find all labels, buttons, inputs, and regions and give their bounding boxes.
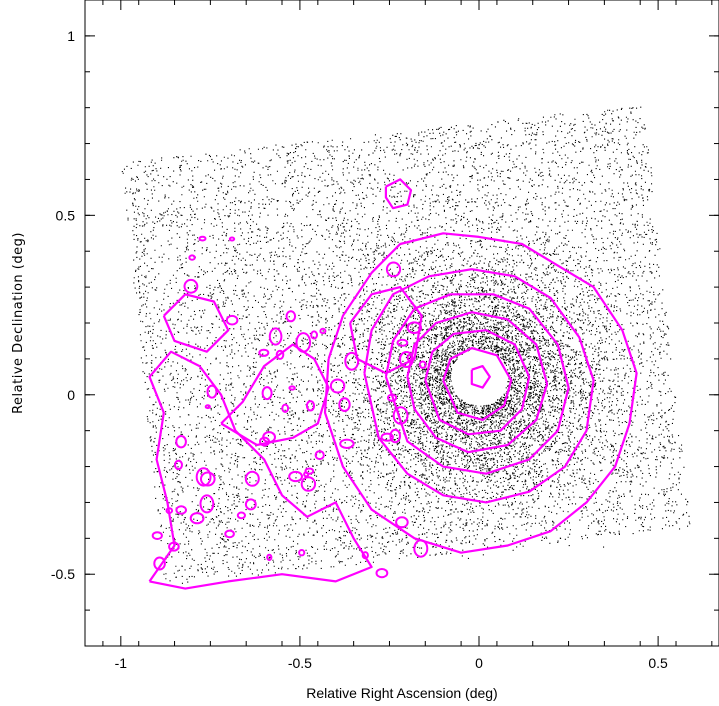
contour-layer (148, 178, 638, 590)
contour-blob (281, 403, 290, 413)
contour-blob (275, 349, 285, 360)
y-axis-title: Relative Declination (deg) (11, 232, 26, 414)
y-tick-label: 0.5 (56, 207, 76, 223)
scatter-field (121, 106, 691, 584)
contour-blob (392, 406, 409, 425)
contour-line (349, 286, 423, 375)
contour-blob (399, 351, 414, 368)
contour-blob (188, 254, 196, 261)
contour-blob (285, 310, 297, 323)
contour-blob (259, 436, 270, 447)
contour-blob (418, 360, 427, 369)
contour-blob (204, 404, 211, 410)
contour-blob (406, 321, 422, 335)
contour-blob (298, 549, 306, 557)
contour-blob (314, 450, 325, 461)
contour-blob (258, 348, 270, 357)
contour-blob (339, 438, 355, 449)
tick-labels: -1 -0.5 0 0.5 1 0.5 0 -0.5 (51, 28, 668, 671)
contour-blob (151, 531, 163, 540)
contour-line (323, 232, 638, 554)
contour-blob (244, 498, 257, 511)
contour-blob (319, 327, 327, 335)
contour-blob (195, 467, 212, 487)
contour-blob (200, 471, 216, 487)
contour-line (424, 329, 531, 436)
contour-blob (300, 476, 317, 492)
y-tick-label: 1 (67, 28, 75, 44)
contour-line (384, 293, 570, 475)
contour-blob (304, 467, 315, 475)
x-tick-label: 0 (475, 655, 483, 671)
contour-blob (288, 385, 296, 391)
contour-blob (387, 393, 398, 402)
contour-blob (361, 551, 369, 560)
contour-blob (165, 507, 174, 515)
contour-blob (175, 505, 187, 515)
contour-blob (198, 235, 207, 242)
contour-blob (175, 435, 187, 449)
contour-blob (406, 353, 413, 362)
contour-blob (344, 351, 360, 371)
contour-line (442, 347, 513, 421)
contour-blob (224, 529, 235, 539)
axis-ticks (85, 0, 719, 646)
contour-blob (261, 386, 273, 401)
x-axis-title: Relative Right Ascension (deg) (306, 685, 497, 701)
x-tick-label: -0.5 (288, 655, 312, 671)
contour-blob (329, 378, 346, 394)
contour-blob (295, 332, 312, 353)
contour-blob (189, 512, 205, 525)
contour-blob (288, 470, 304, 483)
contour-blob (244, 470, 260, 487)
contour-blob (380, 432, 394, 442)
contour-blob (206, 384, 218, 399)
x-tick-label: 0.5 (648, 655, 668, 671)
contour-line (363, 268, 595, 504)
contour-blob (168, 541, 180, 552)
contour-blob (310, 330, 319, 340)
contour-blob (413, 539, 429, 558)
contour-blob (385, 261, 402, 278)
contour-blob (395, 516, 409, 529)
contour-line (148, 350, 373, 590)
contour-blob (375, 568, 389, 579)
contour-blob (305, 400, 316, 412)
contour-line (220, 343, 330, 447)
contour-blob (389, 428, 402, 444)
contour-line (384, 178, 413, 210)
y-tick-label: -0.5 (51, 566, 75, 582)
plot-frame (84, 0, 719, 647)
contour-blob (183, 278, 199, 294)
contour-line (162, 293, 230, 353)
x-tick-label: -1 (115, 655, 128, 671)
contour-blob (266, 553, 273, 562)
contour-line (406, 311, 549, 454)
contour-blob (199, 494, 215, 514)
contour-blob (225, 314, 239, 326)
contour-blob (174, 459, 183, 471)
contour-blob (153, 556, 166, 571)
y-tick-label: 0 (67, 387, 75, 403)
contour-blob (268, 327, 283, 346)
contour-blob (396, 338, 409, 347)
contour-line (470, 365, 491, 389)
contour-blob (338, 397, 351, 413)
contour-blob (236, 511, 246, 520)
contour-blob (228, 236, 236, 242)
scatter-points (121, 106, 691, 584)
